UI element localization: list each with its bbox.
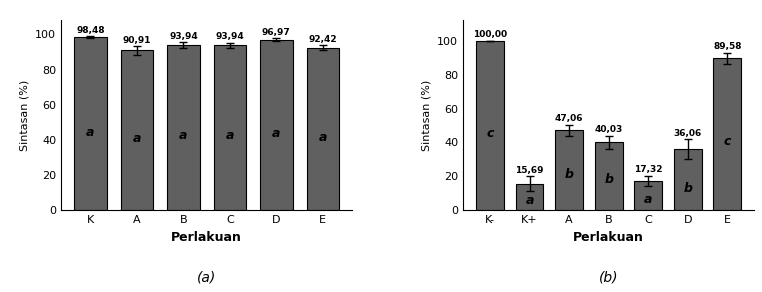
Bar: [306, 48, 339, 210]
Text: c: c: [486, 128, 494, 140]
Text: 90,91: 90,91: [123, 36, 151, 45]
Text: c: c: [724, 135, 731, 148]
X-axis label: Perlakuan: Perlakuan: [171, 231, 242, 244]
Text: b: b: [684, 182, 692, 195]
X-axis label: Perlakuan: Perlakuan: [573, 231, 644, 244]
Text: a: a: [272, 127, 280, 140]
Bar: [213, 45, 246, 210]
Text: a: a: [526, 194, 534, 207]
Text: 93,94: 93,94: [169, 32, 198, 41]
Text: 96,97: 96,97: [262, 28, 291, 37]
Bar: [595, 142, 623, 210]
Text: 100,00: 100,00: [473, 30, 507, 39]
Text: (b): (b): [599, 271, 619, 285]
Text: a: a: [319, 131, 327, 144]
Bar: [555, 131, 583, 210]
Bar: [516, 184, 543, 210]
Text: a: a: [179, 129, 187, 142]
Text: b: b: [604, 173, 613, 186]
Bar: [167, 45, 200, 210]
Bar: [674, 149, 702, 210]
Bar: [120, 51, 153, 210]
Text: a: a: [226, 129, 234, 142]
Text: 93,94: 93,94: [216, 32, 245, 41]
Text: a: a: [133, 132, 141, 145]
Text: 98,48: 98,48: [76, 26, 105, 35]
Y-axis label: Sintasan (%): Sintasan (%): [20, 80, 30, 151]
Text: 89,58: 89,58: [713, 42, 741, 51]
Bar: [635, 181, 662, 210]
Text: (a): (a): [197, 271, 216, 285]
Text: b: b: [565, 168, 574, 181]
Bar: [74, 37, 107, 210]
Bar: [713, 58, 741, 210]
Text: 92,42: 92,42: [309, 35, 337, 44]
Bar: [260, 40, 293, 210]
Y-axis label: Sintasan (%): Sintasan (%): [421, 80, 431, 151]
Text: a: a: [644, 194, 652, 206]
Text: 36,06: 36,06: [674, 128, 702, 138]
Bar: [476, 41, 504, 210]
Text: a: a: [86, 126, 94, 139]
Text: 15,69: 15,69: [515, 166, 544, 175]
Text: 47,06: 47,06: [555, 114, 584, 123]
Text: 40,03: 40,03: [594, 125, 623, 134]
Text: 17,32: 17,32: [634, 166, 662, 174]
